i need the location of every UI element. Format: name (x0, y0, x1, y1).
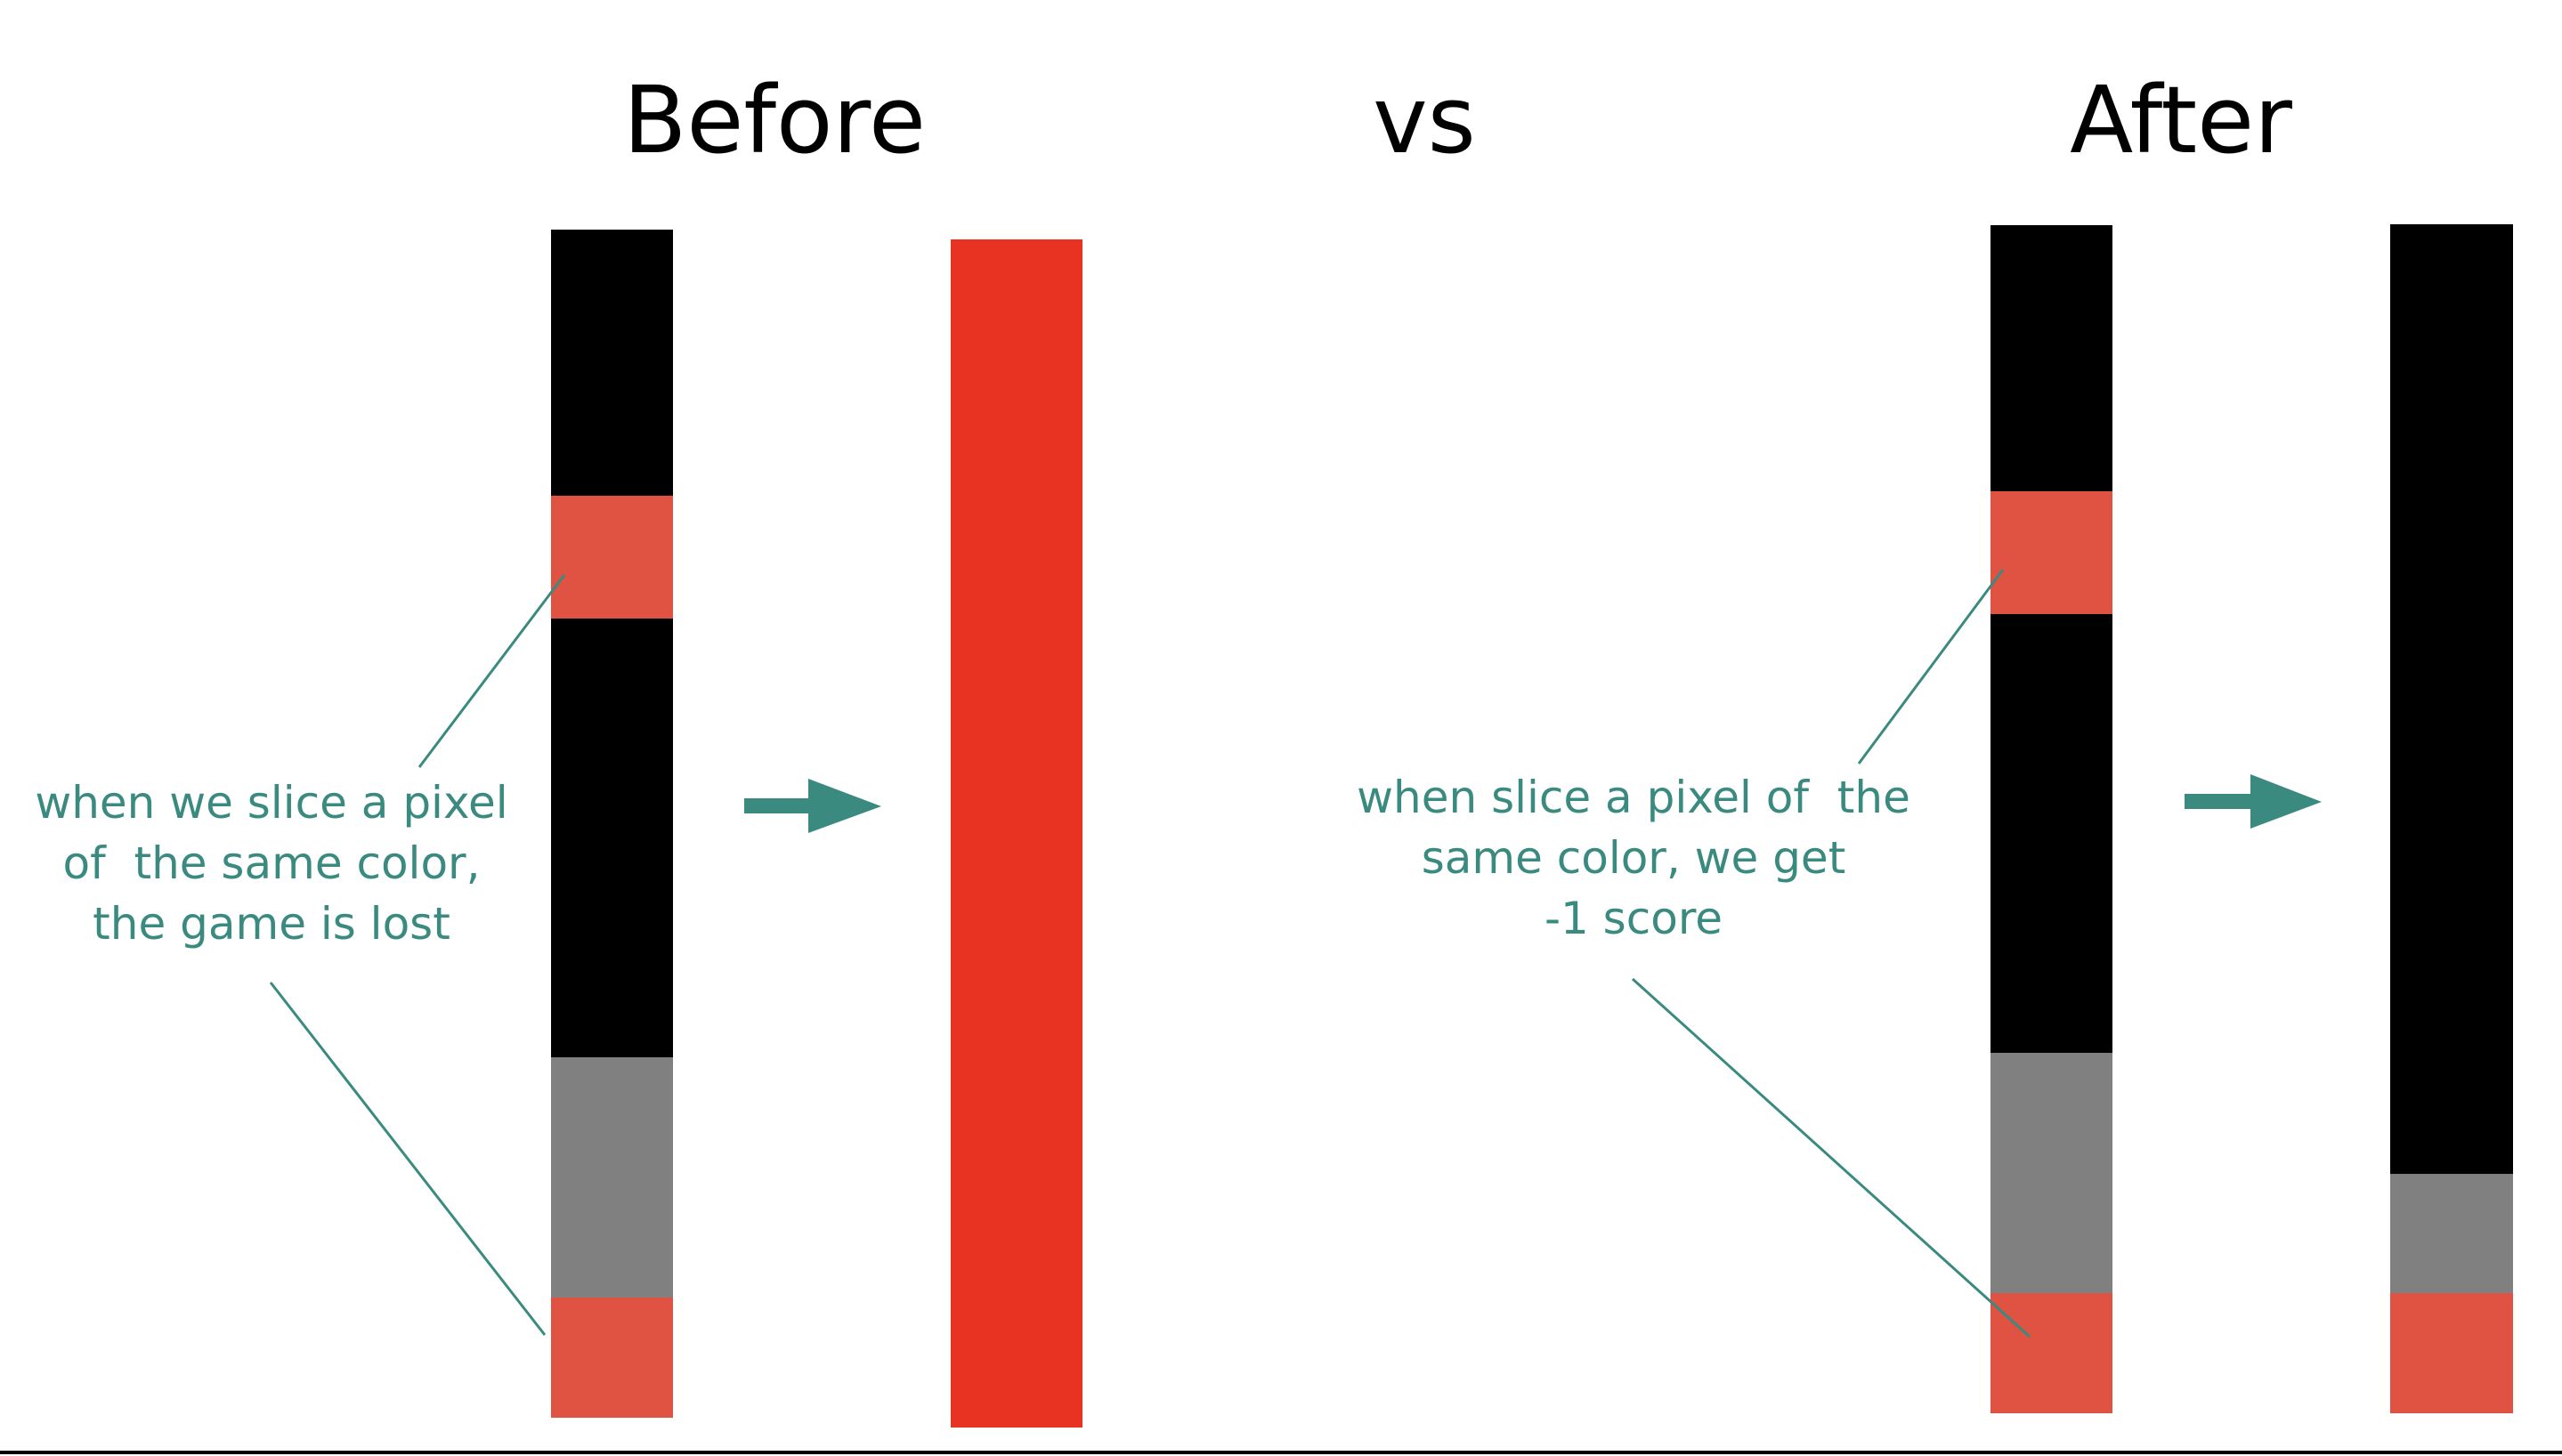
vs-label: vs (1373, 66, 1476, 174)
before-segment-3 (551, 619, 673, 1057)
after-segment-5 (1990, 1293, 2112, 1413)
before-result-segment-1 (951, 239, 1082, 1428)
after-result-segment-2 (2390, 1174, 2513, 1293)
after-segment-2 (1990, 491, 2112, 614)
after-result-strip (2390, 224, 2513, 1413)
before-arrow-icon (744, 779, 881, 833)
before-annotation: when we slice a pixel of the same color,… (35, 777, 508, 950)
after-segment-4 (1990, 1053, 2112, 1293)
after-arrow-icon (2185, 774, 2322, 829)
before-segment-1 (551, 230, 673, 496)
before-leader-line-bottom (269, 982, 547, 1336)
after-segment-1 (1990, 225, 2112, 491)
before-segment-5 (551, 1298, 673, 1418)
after-leader-line-top (1857, 569, 2005, 764)
before-pixel-strip (551, 230, 673, 1418)
after-result-segment-1 (2390, 224, 2513, 1174)
before-segment-4 (551, 1057, 673, 1298)
before-result-strip (951, 239, 1082, 1428)
before-title: Before (622, 66, 927, 174)
after-result-segment-3 (2390, 1293, 2513, 1413)
after-pixel-strip (1990, 225, 2112, 1413)
before-leader-line-top (418, 574, 566, 768)
before-segment-2 (551, 496, 673, 619)
after-title: After (2070, 66, 2292, 174)
after-annotation: when slice a pixel of the same color, we… (1357, 772, 1910, 944)
after-leader-line-bottom (1631, 977, 2031, 1339)
after-segment-3 (1990, 614, 2112, 1053)
